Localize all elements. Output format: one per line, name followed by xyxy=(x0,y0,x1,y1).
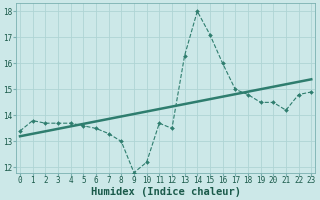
X-axis label: Humidex (Indice chaleur): Humidex (Indice chaleur) xyxy=(91,186,241,197)
